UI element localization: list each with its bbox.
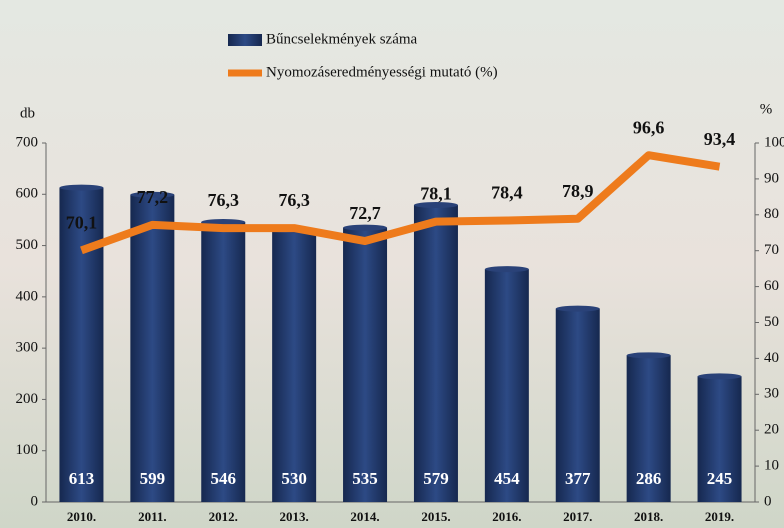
- x-tick-label: 2012.: [209, 509, 238, 524]
- bar-value-label: 579: [423, 469, 449, 488]
- y-axis-label: db: [20, 105, 35, 121]
- line-value-label: 72,7: [349, 203, 381, 223]
- bar-top: [698, 373, 742, 379]
- bar: [272, 230, 316, 502]
- bar-top: [556, 306, 600, 312]
- bar-value-label: 535: [352, 469, 378, 488]
- y2-tick-label: 80: [764, 206, 779, 222]
- bar-value-label: 613: [69, 469, 95, 488]
- bar: [59, 188, 103, 502]
- line-value-label: 93,4: [704, 129, 736, 149]
- x-tick-label: 2011.: [138, 509, 167, 524]
- y2-tick-label: 30: [764, 386, 779, 402]
- y-tick-label: 700: [16, 134, 39, 150]
- bar: [485, 269, 529, 502]
- chart: db % 0 100 200 300 400 500 600 700 0 10 20 30 40 50 60…: [0, 0, 784, 528]
- y-tick-label: 100: [16, 442, 39, 458]
- y-tick-label: 300: [16, 340, 39, 356]
- x-tick-label: 2013.: [280, 509, 309, 524]
- y-tick-label: 200: [16, 391, 39, 407]
- y2-tick-label: 90: [764, 170, 779, 186]
- x-tick-label: 2016.: [492, 509, 521, 524]
- legend-label: Nyomozáseredményességi mutató (%): [266, 64, 498, 80]
- bar-value-label: 377: [565, 469, 591, 488]
- y2-tick-label: 70: [764, 242, 779, 258]
- y-tick-label: 400: [16, 288, 39, 304]
- bar-value-label: 245: [707, 469, 733, 488]
- x-tick-label: 2017.: [563, 509, 592, 524]
- y-tick-label: 0: [31, 493, 39, 509]
- x-tick-label: 2018.: [634, 509, 663, 524]
- line-value-label: 76,3: [208, 190, 240, 210]
- page: {"chart_data": {"type": "bar-line", "cat…: [0, 0, 784, 528]
- x-tick-label: 2014.: [350, 509, 379, 524]
- bar-top: [627, 352, 671, 358]
- y2-tick-label: 50: [764, 314, 779, 330]
- x-tick-label: 2015.: [421, 509, 450, 524]
- legend-swatch: [228, 34, 262, 46]
- bar-top: [343, 225, 387, 231]
- bar: [343, 228, 387, 502]
- bar-value-label: 546: [211, 469, 237, 488]
- y2-tick-label: 60: [764, 278, 779, 294]
- line-value-label: 70,1: [66, 212, 98, 232]
- bar: [201, 222, 245, 502]
- y2-tick-label: 0: [764, 493, 772, 509]
- bar-value-label: 454: [494, 469, 520, 488]
- y2-tick-label: 10: [764, 458, 779, 474]
- bar-top: [485, 266, 529, 272]
- bar-value-label: 599: [140, 469, 166, 488]
- line-value-label: 96,6: [633, 117, 665, 137]
- bar-value-label: 530: [281, 469, 307, 488]
- legend-label: Bűncselekmények száma: [266, 31, 418, 47]
- line-value-label: 78,9: [562, 181, 594, 201]
- bar-top: [59, 185, 103, 191]
- line-value-label: 77,2: [137, 187, 169, 207]
- line-value-label: 76,3: [278, 190, 310, 210]
- y2-tick-label: 20: [764, 422, 779, 438]
- y2-axis-label: %: [760, 101, 773, 117]
- x-tick-label: 2010.: [67, 509, 96, 524]
- bar: [130, 195, 174, 502]
- y-tick-label: 500: [16, 237, 39, 253]
- bar-value-label: 286: [636, 469, 662, 488]
- line-value-label: 78,4: [491, 183, 523, 203]
- y2-tick-label: 100: [764, 134, 784, 150]
- y-tick-label: 600: [16, 186, 39, 202]
- bar: [414, 205, 458, 502]
- x-tick-label: 2019.: [705, 509, 734, 524]
- y2-tick-label: 40: [764, 350, 779, 366]
- line-value-label: 78,1: [420, 184, 452, 204]
